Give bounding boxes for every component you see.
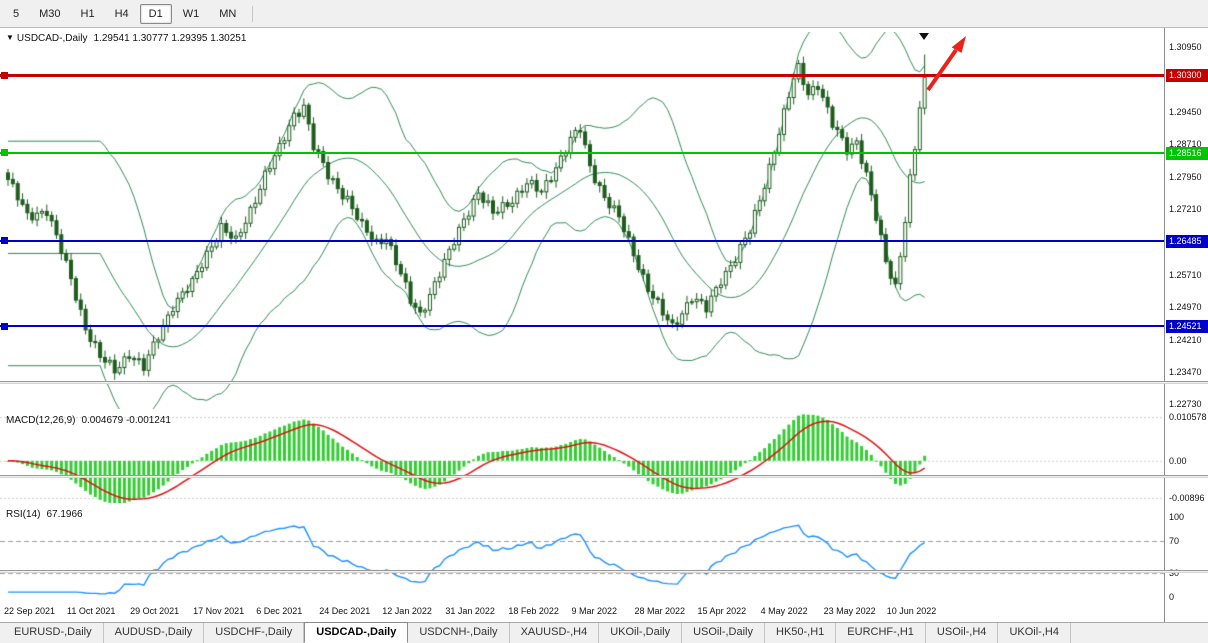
pane-separator-macd-rsi[interactable]	[0, 475, 1208, 478]
pane-separator-rsi-timeaxis	[0, 570, 1208, 573]
time-tick-label: 28 Mar 2022	[634, 606, 686, 616]
time-tick-label: 18 Feb 2022	[508, 606, 559, 616]
price-tick: 1.22730	[1169, 399, 1202, 409]
rsi-axis-label: 30	[1169, 568, 1180, 578]
chart-tabs-bar: EURUSD-,Daily AUDUSD-,Daily USDCHF-,Daily U…	[0, 622, 1208, 643]
price-tick: 1.29450	[1169, 107, 1202, 118]
chart-shift-marker-icon[interactable]	[919, 33, 929, 40]
timeframe-button-h1[interactable]: H1	[80, 7, 95, 20]
time-tick-label: 31 Jan 2022	[445, 606, 495, 616]
line-drag-handle[interactable]	[1, 71, 8, 79]
chart-tab-xauusd-h4[interactable]: XAUUSD-,H4	[510, 623, 600, 643]
price-tick: 1.24970	[1169, 301, 1202, 312]
chart-tab-usdcnh-daily[interactable]: USDCNH-,Daily	[408, 623, 510, 643]
line-drag-handle[interactable]	[1, 237, 8, 245]
price-badge-1.30300[interactable]: 1.30300	[1166, 69, 1208, 83]
price-badge-1.24521[interactable]: 1.24521	[1166, 320, 1208, 334]
price-tick: 1.25710	[1169, 269, 1202, 280]
up-trend-arrow-icon[interactable]	[916, 32, 978, 98]
price-tick: 1.28710	[1169, 139, 1202, 150]
chart-area: ▼ USDCAD-,Daily 1.29541 1.30777 1.29395 1.…	[0, 28, 1164, 622]
price-tick: 1.23470	[1169, 366, 1202, 377]
time-tick-label: 10 Jun 2022	[886, 606, 937, 616]
macd-pane-canvas[interactable]	[0, 412, 1164, 503]
macd-axis-label: 0.010578	[1169, 412, 1207, 423]
horizontal-line-1.24521[interactable]	[0, 322, 1164, 330]
chart-tab-ukoil-daily[interactable]: UKOil-,Daily	[599, 623, 683, 643]
time-tick-label: 4 May 2022	[760, 606, 808, 616]
time-tick-label: 23 May 2022	[823, 606, 876, 616]
macd-axis-label: 0.00	[1169, 455, 1187, 466]
pane-separator-main-macd[interactable]	[0, 381, 1208, 384]
timeframe-toolbar: 5 M30 H1 H4 D1 W1 MN	[0, 0, 1208, 28]
timeframe-button-m30[interactable]: M30	[39, 7, 61, 20]
chart-tab-usoil-daily[interactable]: USOil-,Daily	[682, 623, 765, 643]
time-tick-label: 6 Dec 2021	[256, 606, 303, 616]
price-tick: 1.30950	[1169, 41, 1202, 52]
chart-tab-eurchf-h1[interactable]: EURCHF-,H1	[836, 623, 926, 643]
chart-tab-eurusd-daily[interactable]: EURUSD-,Daily	[3, 623, 104, 643]
timeframe-button-w1[interactable]: W1	[182, 7, 200, 20]
chart-tab-usdcad-daily[interactable]: USDCAD-,Daily	[304, 622, 409, 643]
hlines-layer	[0, 32, 1164, 409]
price-badge-1.28516[interactable]: 1.28516	[1166, 146, 1208, 160]
rsi-axis-label: 0	[1169, 592, 1175, 602]
chart-tab-usoil-h4[interactable]: USOil-,H4	[926, 623, 999, 643]
time-tick-label: 24 Dec 2021	[319, 606, 371, 616]
time-tick-label: 22 Sep 2021	[4, 606, 56, 616]
horizontal-line-1.26485[interactable]	[0, 237, 1164, 245]
time-tick-label: 17 Nov 2021	[193, 606, 245, 616]
time-tick-label: 11 Oct 2021	[67, 606, 116, 616]
time-tick-label: 29 Oct 2021	[130, 606, 180, 616]
price-tick: 1.27950	[1169, 172, 1202, 183]
chart-tab-usdchf-daily[interactable]: USDCHF-,Daily	[204, 623, 305, 643]
horizontal-line-1.28516[interactable]	[0, 149, 1164, 157]
timeframe-button-5[interactable]: 5	[13, 7, 20, 20]
rsi-pane-canvas[interactable]	[0, 506, 1164, 598]
horizontal-line-1.30300[interactable]	[0, 71, 1164, 79]
price-badge-1.26485[interactable]: 1.26485	[1166, 234, 1208, 248]
timeframe-button-d1[interactable]: D1	[139, 3, 172, 24]
chart-tab-audusd-daily[interactable]: AUDUSD-,Daily	[104, 623, 205, 643]
time-tick-label: 15 Apr 2022	[697, 606, 747, 616]
line-drag-handle[interactable]	[1, 149, 8, 157]
time-tick-label: 12 Jan 2022	[382, 606, 432, 616]
rsi-axis-label: 70	[1169, 536, 1180, 546]
price-chart-canvas[interactable]	[0, 32, 1164, 409]
time-tick-label: 9 Mar 2022	[571, 606, 617, 616]
timeframe-button-mn[interactable]: MN	[219, 7, 237, 20]
macd-axis-label: -0.00896	[1169, 492, 1205, 503]
price-tick: 1.27210	[1169, 204, 1202, 215]
price-tick: 1.24210	[1169, 334, 1202, 345]
chart-tab-ukoil-h4[interactable]: UKOil-,H4	[998, 623, 1071, 643]
time-axis[interactable]: 22 Sep 2021 11 Oct 2021 29 Oct 2021 17 Nov …	[0, 600, 1164, 622]
line-drag-handle[interactable]	[1, 322, 8, 330]
timeframe-button-h4[interactable]: H4	[114, 7, 129, 20]
price-axis[interactable]: 1.30950 1.29450 1.28710 1.27950 1.27210 1.257…	[1164, 28, 1208, 622]
rsi-axis-label: 100	[1169, 512, 1185, 522]
chart-tab-hk50-h1[interactable]: HK50-,H1	[765, 623, 837, 643]
toolbar-separator	[252, 5, 254, 22]
